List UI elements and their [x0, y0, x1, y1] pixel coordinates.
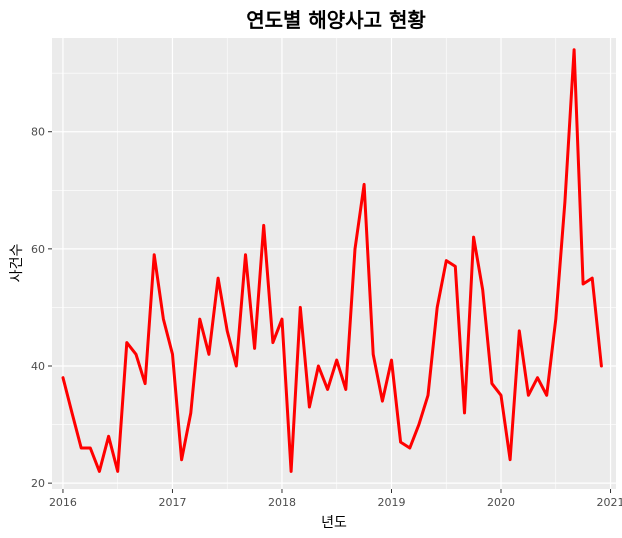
x-tick-label: 2018	[268, 496, 296, 509]
y-axis-title: 사건수	[9, 244, 25, 283]
x-axis: 2016 2017 2018 2019 2020 2021	[49, 489, 622, 509]
y-tick-label: 80	[31, 126, 45, 139]
x-tick-label: 2020	[487, 496, 515, 509]
x-tick-label: 2017	[158, 496, 186, 509]
series-layer	[61, 48, 603, 473]
chart-title: 연도별 해양사고 현황	[246, 8, 426, 32]
x-tick-label: 2021	[597, 496, 622, 509]
plot-panel	[52, 38, 616, 489]
x-axis-title: 년도	[321, 515, 347, 531]
x-tick-label: 2019	[377, 496, 405, 509]
series-line	[61, 48, 603, 473]
x-tick-label: 2016	[49, 496, 77, 509]
y-tick-label: 60	[31, 243, 45, 256]
y-tick-label: 40	[31, 360, 45, 373]
y-tick-label: 20	[31, 477, 45, 490]
y-axis: 20 40 60 80	[31, 126, 52, 490]
grid-minor	[52, 38, 616, 489]
